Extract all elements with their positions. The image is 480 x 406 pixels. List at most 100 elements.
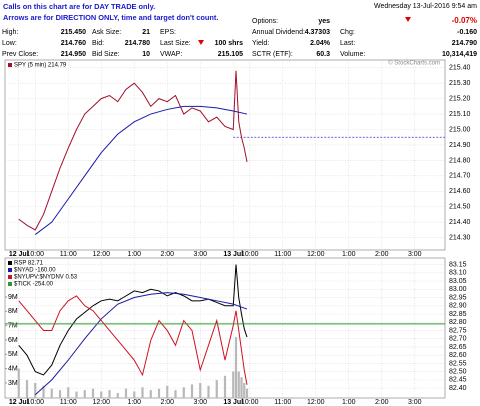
x-tick-label: 11:00 — [274, 251, 291, 258]
legend-swatch — [8, 268, 12, 272]
y-tick-label: 214.30 — [449, 234, 471, 241]
volume-bar — [199, 382, 202, 398]
series-line — [34, 105, 248, 235]
x-tick-label: 12:00 — [92, 251, 110, 258]
plot-frame — [4, 59, 446, 251]
y-tick-label: 82.40 — [449, 385, 467, 392]
y-tick-label: 82.65 — [449, 344, 467, 351]
field-label: Bid: — [92, 40, 104, 47]
volume-bar — [157, 388, 161, 398]
y2-tick-label: 5M — [8, 351, 18, 358]
x-tick-label: 12:00 — [92, 399, 110, 406]
legend-swatch — [8, 275, 12, 279]
field-label: Last Size: — [160, 40, 191, 47]
y-tick-label: 215.30 — [449, 80, 471, 87]
field-value: 214.790 — [452, 40, 477, 47]
volume-bar — [215, 380, 218, 398]
series-line — [18, 264, 248, 376]
y-tick-label: 214.80 — [449, 157, 471, 164]
field-label: Chg: — [340, 29, 355, 36]
volume-bar — [232, 371, 235, 398]
notice-line: Arrows are for DIRECTION ONLY, time and … — [3, 13, 218, 22]
y-tick-label: 214.50 — [449, 204, 471, 211]
y-tick-label: 214.40 — [449, 219, 471, 226]
volume-bar — [17, 368, 20, 398]
field-label: Last: — [340, 40, 355, 47]
volume-bar — [149, 390, 152, 398]
x-tick-label: 3:00 — [193, 251, 207, 258]
x-tick-label: 11:00 — [60, 399, 77, 406]
y-tick-label: 82.80 — [449, 319, 467, 326]
y-tick-label: 83.15 — [449, 261, 467, 268]
y-tick-label: 215.40 — [449, 65, 471, 72]
volume-bar — [223, 375, 227, 398]
legend-swatch — [8, 261, 12, 265]
x-tick-label: 11:00 — [60, 251, 77, 258]
y-tick-label: 82.55 — [449, 360, 467, 367]
volume-bar — [108, 390, 111, 398]
volume-bar — [91, 388, 95, 398]
legend-label: RSP 82.71 — [14, 261, 44, 267]
x-tick-label: 10:00 — [241, 251, 259, 258]
field-value: 10 — [142, 51, 150, 58]
volume-bar — [58, 390, 62, 398]
y2-tick-label: 8M — [8, 308, 18, 315]
y-tick-label: 83.00 — [449, 286, 467, 293]
y-tick-label: 214.60 — [449, 188, 471, 195]
x-tick-label: 3:00 — [408, 251, 422, 258]
x-tick-label: 10:00 — [26, 251, 44, 258]
field-value: 21 — [142, 29, 150, 36]
volume-bar — [133, 391, 136, 398]
field-label: Ask Size: — [92, 29, 121, 36]
volume-bar — [75, 391, 78, 398]
y2-tick-label: 7M — [8, 322, 18, 329]
y2-tick-label: 9M — [8, 294, 18, 301]
volume-bar — [116, 392, 119, 398]
y-tick-label: 214.90 — [449, 142, 471, 149]
field-label: VWAP: — [160, 51, 182, 58]
y-tick-label: 215.10 — [449, 111, 471, 118]
x-tick-label: 3:00 — [408, 399, 422, 406]
volume-bar — [50, 388, 53, 398]
volume-bar — [240, 377, 243, 398]
x-tick-label: 13 Jul — [223, 251, 243, 258]
x-tick-label: 2:00 — [375, 251, 389, 258]
field-value: 214.760 — [61, 40, 86, 47]
series-line — [34, 292, 248, 396]
y-tick-label: 214.70 — [449, 173, 471, 180]
y-tick-label: 82.45 — [449, 377, 467, 384]
x-tick-label: 2:00 — [160, 251, 174, 258]
series-line — [18, 295, 248, 385]
field-value: yes — [318, 18, 330, 25]
x-tick-label: 12 Jul — [9, 251, 29, 258]
volume-bar — [25, 380, 29, 398]
y-tick-label: 82.60 — [449, 352, 467, 359]
y-tick-label: 82.70 — [449, 336, 467, 343]
volume-bar — [166, 385, 169, 398]
volume-bar — [190, 384, 194, 398]
volume-bar — [234, 337, 238, 398]
volume-bar — [42, 385, 45, 398]
y-tick-label: 215.00 — [449, 126, 471, 133]
x-tick-label: 10:00 — [26, 399, 44, 406]
volume-bar — [34, 382, 37, 398]
y-tick-label: 82.95 — [449, 294, 467, 301]
x-tick-label: 2:00 — [375, 399, 389, 406]
volume-bar — [237, 371, 240, 398]
y-tick-label: 83.10 — [449, 270, 467, 277]
volume-bar — [243, 382, 246, 398]
field-value: 214.780 — [125, 40, 150, 47]
field-value: 215.450 — [61, 29, 86, 36]
field-value: 60.3 — [316, 51, 330, 58]
legend-label: $NYUPV:$NYDNV 0.53 — [14, 275, 78, 281]
field-label: Bid Size: — [92, 51, 120, 58]
x-tick-label: 1:00 — [342, 251, 356, 258]
volume-bar — [207, 385, 210, 398]
y2-tick-label: 4M — [8, 365, 18, 372]
notice-box — [0, 0, 206, 25]
y-tick-label: 82.90 — [449, 303, 467, 310]
field-label: Prev Close: — [2, 51, 38, 58]
field-value: -0.160 — [457, 29, 477, 36]
field-value: 214.950 — [61, 51, 86, 58]
